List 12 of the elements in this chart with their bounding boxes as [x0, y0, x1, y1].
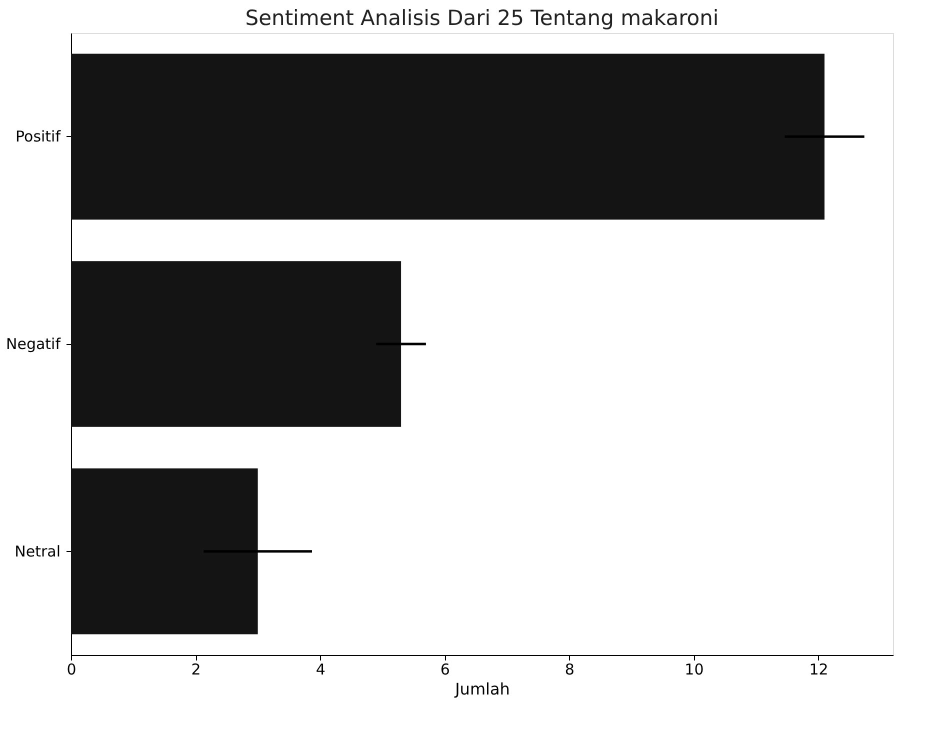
x-tick-label: 2: [191, 660, 201, 678]
y-tick-label: Positif: [16, 128, 62, 146]
x-tick-label: 8: [564, 660, 574, 678]
x-tick-label: 0: [66, 660, 76, 678]
x-tick-label: 10: [684, 660, 704, 678]
y-tick-label: Netral: [14, 542, 60, 560]
y-tick-label: Negatif: [6, 335, 62, 353]
chart-title: Sentiment Analisis Dari 25 Tentang makaroni: [245, 6, 719, 30]
x-tick-label: 12: [809, 660, 828, 678]
x-tick-label: 4: [316, 660, 326, 678]
x-axis-title: Jumlah: [454, 680, 510, 698]
x-tick-label: 6: [440, 660, 450, 678]
